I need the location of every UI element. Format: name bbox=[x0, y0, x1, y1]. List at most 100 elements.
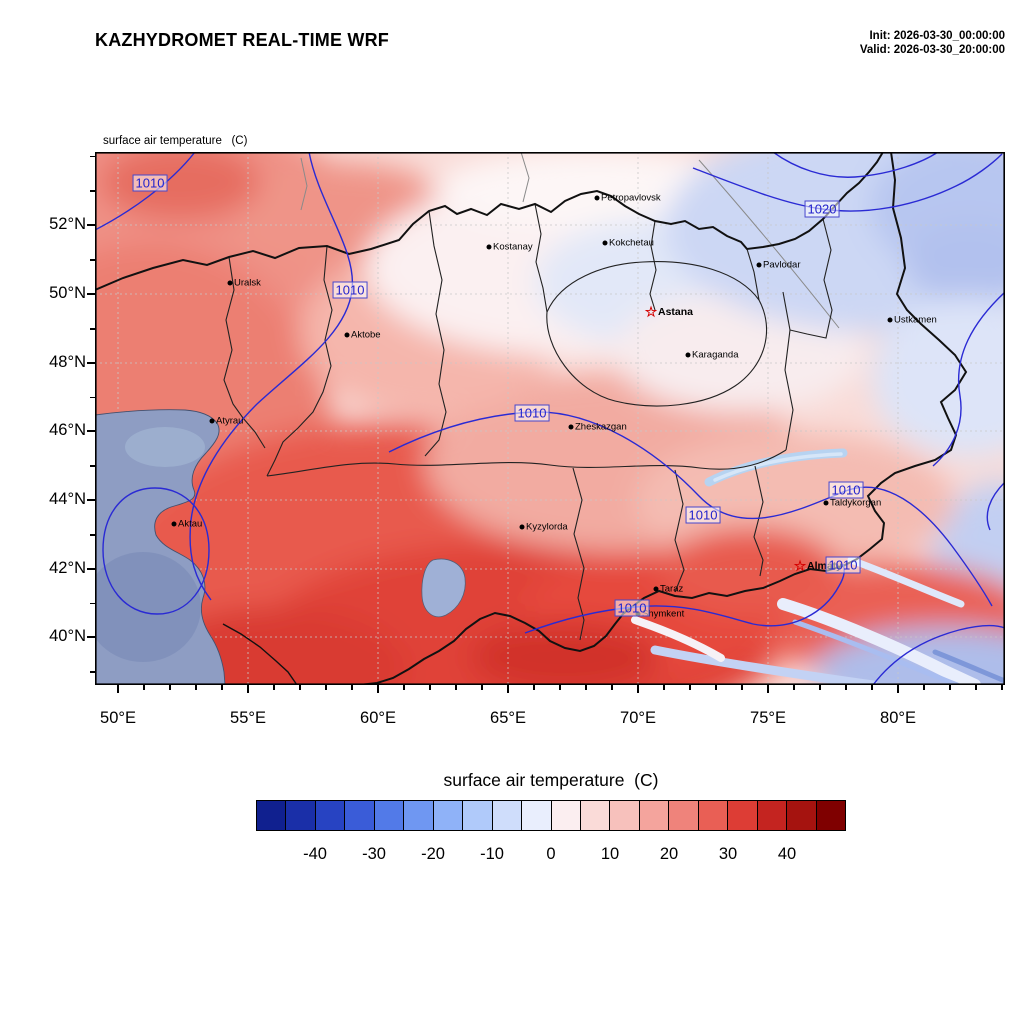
lon-minor-tick-mark bbox=[949, 685, 951, 690]
lat-tick-label: 52°N bbox=[49, 215, 86, 233]
colorbar-tick-label: -40 bbox=[303, 845, 327, 863]
kazakhstan-border bbox=[95, 152, 968, 685]
map-frame bbox=[95, 152, 1005, 685]
colorbar-segment bbox=[639, 801, 670, 830]
colorbar-segment bbox=[315, 801, 346, 830]
lon-minor-tick-mark bbox=[871, 685, 873, 690]
lat-tick-mark bbox=[87, 224, 95, 226]
colorbar-tick-label: -30 bbox=[362, 845, 386, 863]
lon-minor-tick-mark bbox=[403, 685, 405, 690]
colorbar-segment bbox=[492, 801, 523, 830]
colorbar-tick-label: 10 bbox=[600, 845, 620, 863]
valid-timestamp: Valid: 2026-03-30_20:00:00 bbox=[859, 44, 1005, 56]
lon-minor-tick-mark bbox=[663, 685, 665, 690]
page-title: KAZHYDROMET REAL-TIME WRF bbox=[95, 30, 389, 50]
colorbar-title: surface air temperature (C) bbox=[443, 770, 659, 790]
lon-tick-label: 80°E bbox=[880, 709, 916, 727]
colorbar bbox=[256, 800, 846, 831]
lon-minor-tick-mark bbox=[611, 685, 613, 690]
colorbar-tick-label: 0 bbox=[546, 845, 556, 863]
lon-minor-tick-mark bbox=[351, 685, 353, 690]
colorbar-segment bbox=[728, 801, 758, 830]
colorbar-segment bbox=[757, 801, 788, 830]
lat-tick-mark bbox=[87, 430, 95, 432]
colorbar-segment bbox=[669, 801, 699, 830]
lon-minor-tick-mark bbox=[1001, 685, 1003, 690]
init-timestamp: Init: 2026-03-30_00:00:00 bbox=[869, 30, 1005, 42]
colorbar-segment bbox=[698, 801, 729, 830]
model-run-info: Init: 2026-03-30_00:00:00 Valid: 2026-03… bbox=[860, 29, 1005, 57]
lon-minor-tick-mark bbox=[481, 685, 483, 690]
lake-balkhash bbox=[704, 448, 848, 487]
lon-tick-label: 65°E bbox=[490, 709, 526, 727]
lon-minor-tick-mark bbox=[273, 685, 275, 690]
lon-minor-tick-mark bbox=[923, 685, 925, 690]
lon-minor-tick-mark bbox=[741, 685, 743, 690]
lon-tick-mark bbox=[117, 685, 119, 693]
lat-tick-mark bbox=[87, 362, 95, 364]
colorbar-segment bbox=[374, 801, 405, 830]
lat-tick-mark bbox=[87, 636, 95, 638]
lon-minor-tick-mark bbox=[195, 685, 197, 690]
lat-tick-label: 50°N bbox=[49, 284, 86, 302]
russia-borders bbox=[300, 152, 840, 329]
field-title-temperature: surface air temperature (C) bbox=[103, 135, 248, 147]
lat-tick-mark bbox=[87, 293, 95, 295]
lon-tick-label: 60°E bbox=[360, 709, 396, 727]
lon-minor-tick-mark bbox=[975, 685, 977, 690]
lon-minor-tick-mark bbox=[429, 685, 431, 690]
lon-minor-tick-mark bbox=[533, 685, 535, 690]
lon-tick-mark bbox=[247, 685, 249, 693]
lat-tick-mark bbox=[87, 499, 95, 501]
lat-tick-label: 44°N bbox=[49, 490, 86, 508]
lon-tick-mark bbox=[767, 685, 769, 693]
colorbar-tick-label: 20 bbox=[659, 845, 679, 863]
lon-minor-tick-mark bbox=[689, 685, 691, 690]
lon-minor-tick-mark bbox=[819, 685, 821, 690]
lon-minor-tick-mark bbox=[455, 685, 457, 690]
colorbar-segment bbox=[610, 801, 640, 830]
lon-minor-tick-mark bbox=[143, 685, 145, 690]
lon-minor-tick-mark bbox=[793, 685, 795, 690]
colorbar-segment bbox=[433, 801, 464, 830]
caspian-shallow-patch bbox=[125, 427, 205, 467]
lon-tick-mark bbox=[507, 685, 509, 693]
lon-minor-tick-mark bbox=[715, 685, 717, 690]
colorbar-segment bbox=[404, 801, 434, 830]
lat-tick-label: 48°N bbox=[49, 353, 86, 371]
colorbar-segment bbox=[580, 801, 611, 830]
colorbar-segment bbox=[345, 801, 375, 830]
colorbar-segment bbox=[551, 801, 581, 830]
colorbar-tick-label: 30 bbox=[718, 845, 738, 863]
lat-tick-label: 40°N bbox=[49, 627, 86, 645]
colorbar-segment bbox=[286, 801, 316, 830]
lon-minor-tick-mark bbox=[845, 685, 847, 690]
lon-minor-tick-mark bbox=[221, 685, 223, 690]
lon-tick-mark bbox=[637, 685, 639, 693]
lon-minor-tick-mark bbox=[559, 685, 561, 690]
lon-minor-tick-mark bbox=[299, 685, 301, 690]
oblast-borders bbox=[223, 203, 833, 641]
lon-tick-mark bbox=[377, 685, 379, 693]
colorbar-segment bbox=[787, 801, 817, 830]
lon-minor-tick-mark bbox=[585, 685, 587, 690]
lon-tick-label: 55°E bbox=[230, 709, 266, 727]
lon-minor-tick-mark bbox=[325, 685, 327, 690]
colorbar-tick-label: 40 bbox=[777, 845, 797, 863]
lon-minor-tick-mark bbox=[169, 685, 171, 690]
colorbar-tick-label: -10 bbox=[480, 845, 504, 863]
lon-tick-label: 50°E bbox=[100, 709, 136, 727]
map-plot: Petropavlovsk Kostanay Kokchetau Pavlodar Ur… bbox=[95, 152, 1005, 685]
lat-tick-mark bbox=[87, 568, 95, 570]
colorbar-ticks: -40 -30 -20 -10 0 10 20 30 40 bbox=[256, 845, 846, 869]
lon-tick-mark bbox=[897, 685, 899, 693]
lon-tick-label: 75°E bbox=[750, 709, 786, 727]
colorbar-segment bbox=[522, 801, 552, 830]
colorbar-segment bbox=[257, 801, 287, 830]
lon-tick-label: 70°E bbox=[620, 709, 656, 727]
map-canvas bbox=[95, 152, 1005, 685]
colorbar-segment bbox=[463, 801, 493, 830]
colorbar-segment bbox=[816, 801, 846, 830]
aral-sea bbox=[421, 558, 466, 618]
